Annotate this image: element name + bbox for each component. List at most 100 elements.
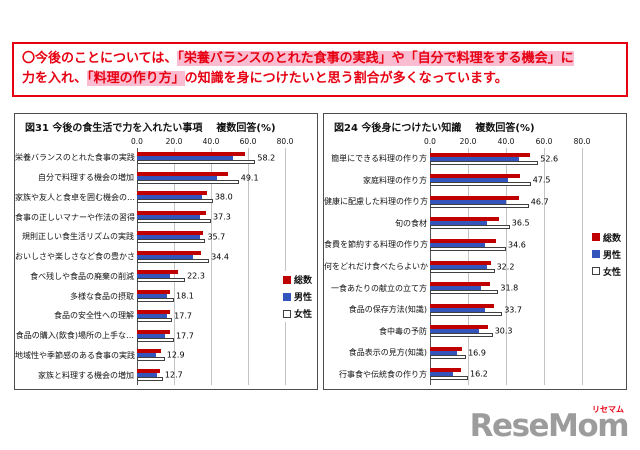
bar-総数	[430, 260, 492, 265]
bar-総数	[430, 217, 500, 222]
legend-item-女性: 女性	[591, 265, 621, 278]
legend-item-女性: 女性	[282, 307, 312, 321]
bar-男性	[137, 373, 158, 378]
bar-女性	[137, 258, 210, 263]
category-label: 行事食や伝統食の作り方	[339, 369, 427, 379]
value-label: 58.2	[257, 153, 276, 163]
bar-総数	[430, 368, 461, 373]
category-label: 家族や友人と食卓を囲む機会の…	[15, 192, 135, 202]
gridline	[137, 148, 138, 385]
bar-group: 35.7	[137, 230, 285, 243]
bar-group: 58.2	[137, 151, 285, 164]
axis-tick-label: 60.0	[239, 137, 257, 146]
bar-group: 17.7	[137, 309, 285, 322]
legend-swatch	[282, 309, 291, 318]
category-row: 家庭料理の作り方 47.5	[324, 170, 626, 192]
value-label: 32.2	[496, 262, 515, 271]
logo-text: ReseMom	[469, 408, 630, 444]
value-label: 33.7	[504, 305, 522, 315]
bar-男性	[137, 294, 167, 299]
chart-subtitle: 複数回答(%)	[216, 123, 276, 134]
bar-女性	[430, 246, 506, 251]
category-row: 食事の正しいマナーや作法の習得 37.3	[15, 207, 317, 227]
category-row: 何をどれだけ食べたらよいか 32.2	[324, 256, 626, 278]
bar-女性	[430, 311, 503, 316]
bar-総数	[137, 191, 208, 196]
bar-女性	[430, 290, 499, 295]
legend-item-男性: 男性	[282, 290, 312, 303]
bar-group: 31.8	[430, 282, 582, 295]
bar-group: 30.3	[430, 325, 582, 338]
value-label: 17.7	[176, 331, 194, 341]
bar-総数	[137, 270, 179, 275]
legend-label: 女性	[602, 267, 621, 278]
category-label: 食べ残しや食品の廃棄の削減	[30, 271, 134, 281]
chart-title-row: 図31 今後の食生活で力を入れたい事項 複数回答(%)	[15, 114, 317, 136]
value-label: 30.3	[494, 326, 513, 336]
bar-男性	[430, 221, 487, 226]
category-label: 食費を節約する料理の作り方	[324, 240, 428, 250]
bar-group: 49.1	[137, 171, 285, 184]
bar-group: 22.3	[137, 270, 285, 283]
category-row: 自分で料理する機会の増加 49.1	[15, 168, 317, 188]
legend-swatch	[282, 292, 291, 301]
legend-item-男性: 男性	[591, 248, 621, 261]
gridline	[174, 148, 175, 385]
bar-group: 16.9	[430, 346, 582, 359]
value-label: 38.0	[214, 192, 233, 202]
bar-総数	[430, 303, 495, 308]
value-label: 12.7	[164, 370, 183, 380]
bar-男性	[137, 353, 156, 358]
bar-女性	[430, 268, 495, 273]
gridline	[211, 148, 212, 385]
bar-group: 18.1	[137, 290, 285, 303]
legend-swatch	[282, 275, 291, 284]
axis-tick-label: 60.0	[535, 137, 553, 146]
bar-総数	[137, 230, 204, 235]
bar-男性	[137, 333, 165, 338]
bar-男性	[137, 175, 217, 180]
chart-title-row: 図24 今後身につけたい知識 複数回答(%)	[324, 114, 626, 136]
bar-総数	[430, 282, 491, 287]
category-row: 食品の保存方法(知識) 33.7	[324, 299, 626, 321]
gridline	[582, 148, 583, 385]
category-label: 多様な食品の摂取	[70, 291, 134, 301]
bar-男性	[137, 254, 193, 259]
value-label: 22.3	[187, 271, 205, 281]
bar-女性	[137, 199, 213, 204]
bar-男性	[137, 274, 171, 279]
chart-panel-left: 図31 今後の食生活で力を入れたい事項 複数回答(%) 0.0 20.0 40.0 6…	[14, 113, 318, 390]
axis-tick-label: 20.0	[459, 137, 477, 146]
category-label: 栄養バランスのとれた食事の実践	[15, 153, 135, 163]
axis-tick-label: 0.0	[131, 137, 143, 146]
bar-group: 36.5	[430, 217, 582, 230]
bar-rows: 栄養バランスのとれた食事の実践 58.2 自分で料理する機会の増加 49.1 家族や友人…	[15, 148, 317, 385]
bar-女性	[137, 179, 239, 184]
category-row: 行事食や伝統食の作り方 16.2	[324, 363, 626, 385]
category-label: おいしさや楽しさなど食の豊かさ	[15, 252, 135, 262]
bar-女性	[137, 298, 174, 303]
bar-男性	[137, 195, 202, 200]
headline-text: 〇今後のことについては、	[22, 51, 178, 66]
category-row: 規則正しい食生活リズムの実践 35.7	[15, 227, 317, 247]
plot-area: 栄養バランスのとれた食事の実践 58.2 自分で料理する機会の増加 49.1 家族や友人…	[15, 148, 317, 385]
logo-ruby: リセマム	[592, 405, 624, 414]
bar-総数	[430, 346, 463, 351]
category-label: 食品の保存方法(知識)	[348, 305, 427, 315]
bar-女性	[430, 182, 531, 187]
gridline	[506, 148, 507, 385]
category-row: 食品の安全性への理解 17.7	[15, 306, 317, 326]
value-label: 35.7	[207, 232, 226, 242]
value-label: 36.5	[511, 218, 530, 228]
bar-男性	[137, 215, 200, 220]
legend: 総数 男性 女性	[589, 228, 623, 280]
legend-swatch	[591, 233, 600, 242]
bar-総数	[137, 250, 201, 255]
bar-総数	[430, 195, 519, 200]
bar-女性	[137, 337, 174, 342]
chart-subtitle: 複数回答(%)	[475, 123, 535, 134]
category-label: 家庭料理の作り方	[363, 175, 427, 185]
bar-group: 32.2	[430, 260, 582, 273]
legend-label: 女性	[293, 310, 312, 321]
category-row: おいしさや楽しさなど食の豊かさ 34.4	[15, 247, 317, 267]
